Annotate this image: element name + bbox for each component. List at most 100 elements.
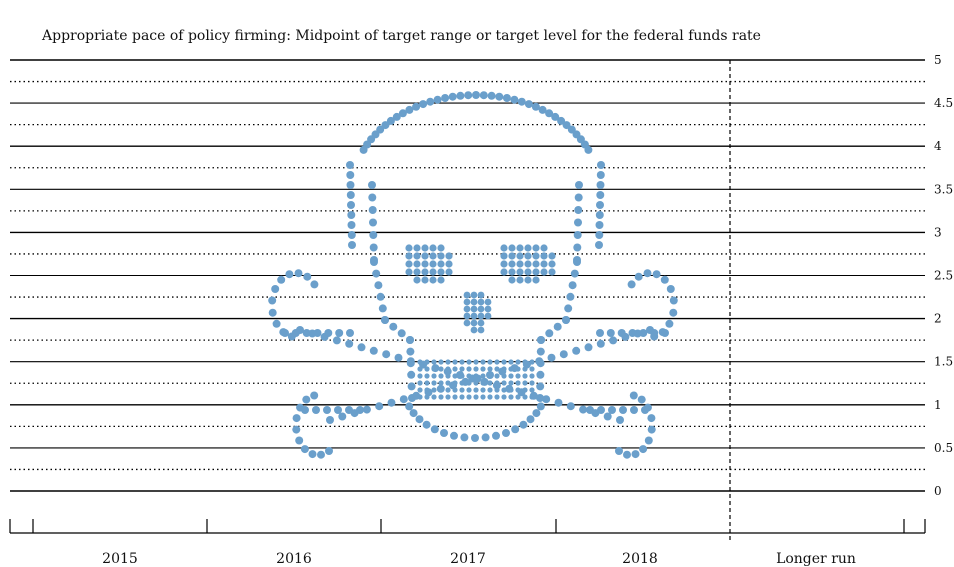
dot	[494, 366, 500, 372]
dot	[277, 275, 286, 284]
dot	[501, 394, 507, 400]
dot	[505, 384, 514, 393]
y-tick-label: 2.5	[934, 269, 953, 283]
dot	[634, 272, 643, 281]
dot	[376, 292, 385, 301]
dot	[438, 359, 444, 365]
dot	[405, 244, 413, 252]
dot	[421, 244, 429, 252]
dot	[317, 450, 325, 459]
dot	[501, 359, 507, 365]
dot	[374, 281, 383, 290]
dot	[424, 366, 430, 372]
dot	[466, 359, 472, 365]
dot	[406, 357, 415, 366]
dot	[596, 181, 605, 189]
dot	[463, 291, 471, 299]
dot	[308, 450, 317, 459]
dot	[405, 402, 414, 411]
dot	[378, 304, 387, 313]
dot	[567, 125, 576, 134]
dot	[399, 395, 408, 404]
dot	[628, 329, 637, 337]
dot	[639, 329, 648, 337]
dot	[406, 347, 415, 356]
x-axis: 2015 2016 2017 2018 Longer run	[9, 519, 926, 567]
dot	[516, 244, 524, 252]
dot	[510, 95, 519, 104]
dot	[470, 312, 478, 320]
dot	[433, 95, 442, 104]
dot	[480, 377, 489, 386]
dot	[487, 366, 493, 372]
dot	[492, 381, 501, 390]
dot	[540, 268, 548, 276]
dot	[647, 414, 656, 423]
dot	[332, 336, 341, 345]
dot	[554, 398, 563, 407]
dot	[508, 359, 514, 365]
dot	[268, 296, 277, 305]
dot	[477, 319, 485, 327]
dot	[532, 268, 540, 276]
dot	[609, 336, 618, 345]
dot	[437, 252, 445, 260]
dot	[481, 433, 490, 442]
dot	[347, 231, 356, 239]
dot	[606, 329, 615, 337]
dot	[470, 319, 478, 327]
dot	[424, 388, 433, 397]
dot	[529, 373, 535, 379]
dot	[464, 91, 473, 100]
x-tick-label: 2016	[276, 551, 312, 567]
dot	[370, 258, 378, 266]
dot	[440, 429, 448, 437]
dot	[669, 308, 678, 317]
dot	[522, 380, 528, 386]
dot	[538, 105, 547, 114]
dot	[566, 292, 575, 301]
dot	[643, 269, 652, 278]
dot	[429, 276, 437, 284]
dot	[426, 97, 435, 106]
dot	[302, 395, 311, 404]
dot	[421, 260, 429, 268]
dot	[381, 121, 390, 130]
dot	[616, 416, 624, 424]
dot	[448, 92, 457, 101]
dot	[500, 252, 508, 260]
dot	[537, 336, 545, 344]
dot	[536, 382, 545, 391]
dot	[417, 387, 423, 393]
dot	[346, 181, 355, 189]
dot	[669, 296, 678, 305]
dot	[480, 387, 486, 393]
dot	[470, 326, 478, 334]
dot	[548, 260, 556, 268]
dot	[619, 406, 627, 414]
y-tick-label: 0.5	[934, 441, 953, 455]
dot	[596, 339, 605, 348]
dot	[495, 92, 504, 101]
dot	[438, 373, 444, 379]
dot	[413, 268, 421, 276]
dot	[445, 252, 453, 260]
dot	[356, 406, 364, 414]
dot	[479, 91, 488, 100]
dot	[524, 276, 532, 284]
dot	[516, 268, 524, 276]
dot	[516, 260, 524, 268]
dot	[595, 241, 603, 249]
dot	[463, 305, 471, 313]
dot	[500, 268, 508, 276]
dot	[480, 373, 486, 379]
dot	[637, 395, 646, 404]
dot	[529, 359, 535, 365]
dot	[516, 276, 524, 284]
dot	[508, 252, 516, 260]
dot	[303, 272, 312, 281]
dot	[650, 329, 659, 337]
dot	[665, 319, 674, 328]
dot	[387, 398, 396, 407]
